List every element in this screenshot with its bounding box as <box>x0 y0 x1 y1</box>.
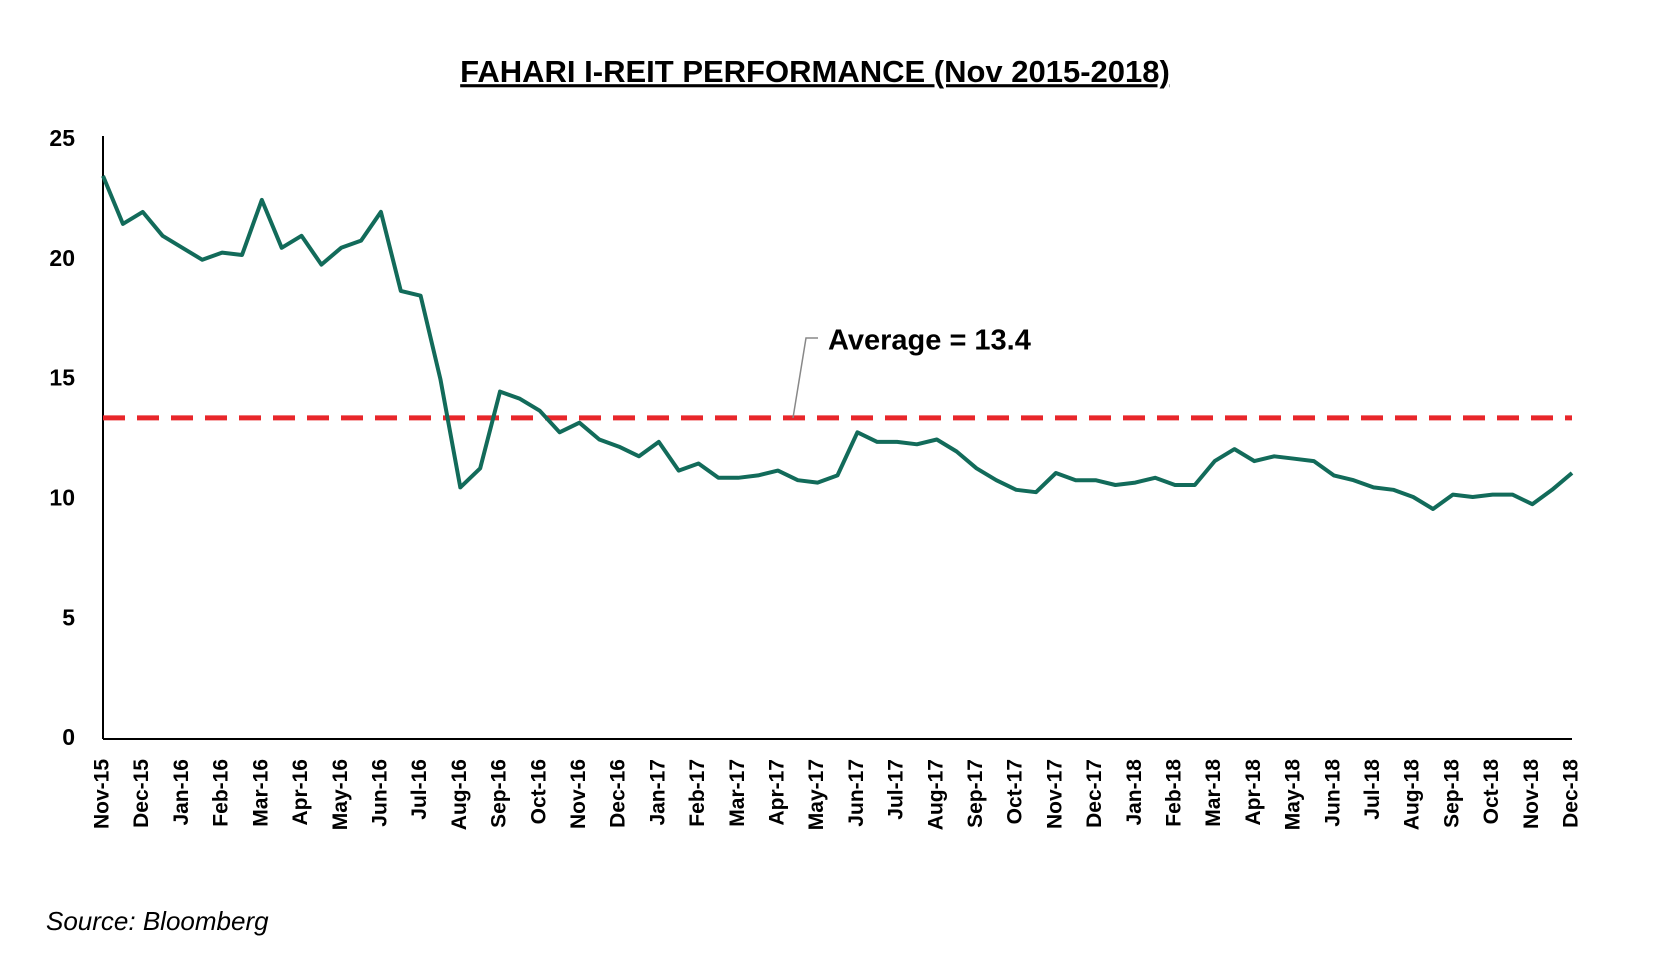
x-tick-label: Mar-17 <box>726 759 749 827</box>
annotation-leader <box>792 337 818 419</box>
y-tick-label: 15 <box>49 365 75 391</box>
x-tick-label: Apr-17 <box>765 759 788 826</box>
x-tick-label: Nov-17 <box>1043 759 1066 829</box>
x-tick-label: Feb-18 <box>1163 759 1186 827</box>
x-tick-label: Sep-17 <box>964 759 987 828</box>
x-tick-label: Nov-15 <box>91 759 114 829</box>
x-tick-label: Sep-16 <box>488 759 511 828</box>
x-tick-label: Feb-17 <box>686 759 709 827</box>
y-tick-label: 25 <box>49 125 75 151</box>
x-tick-label: Aug-16 <box>448 759 471 830</box>
x-tick-label: May-17 <box>805 759 828 830</box>
chart-title: FAHARI I-REIT PERFORMANCE (Nov 2015-2018… <box>460 54 1170 89</box>
x-tick-label: Mar-18 <box>1202 759 1225 827</box>
average-label: Average = 13.4 <box>828 325 1031 357</box>
x-tick-label: Jan-16 <box>170 759 193 826</box>
x-tick-label: Nov-18 <box>1520 759 1543 829</box>
x-tick-label: Sep-18 <box>1440 759 1463 828</box>
x-tick-label: Dec-15 <box>130 759 153 828</box>
x-tick-label: Oct-18 <box>1480 759 1503 825</box>
x-tick-label: Feb-16 <box>210 759 233 827</box>
x-tick-label: Dec-18 <box>1560 759 1583 828</box>
x-tick-label: Aug-18 <box>1401 759 1424 830</box>
y-tick-label: 20 <box>49 245 75 271</box>
x-tick-label: Jun-16 <box>368 759 391 827</box>
y-tick-label: 10 <box>49 484 75 510</box>
x-tick-label: Jun-18 <box>1321 759 1344 827</box>
x-tick-label: Dec-16 <box>607 759 630 828</box>
x-tick-label: Oct-17 <box>1004 759 1027 824</box>
x-tick-label: May-16 <box>329 759 352 830</box>
x-tick-label: Nov-16 <box>567 759 590 829</box>
price-line <box>101 175 1574 511</box>
x-tick-label: Jun-17 <box>845 759 868 827</box>
x-tick-label: Aug-17 <box>924 759 947 830</box>
y-tick-label: 5 <box>62 604 75 630</box>
x-tick-label: Jul-17 <box>885 759 908 820</box>
x-tick-label: May-18 <box>1282 759 1305 831</box>
x-tick-label: Jul-16 <box>408 759 431 820</box>
x-tick-label: Jan-18 <box>1123 759 1146 826</box>
x-tick-label: Apr-16 <box>289 759 312 826</box>
x-tick-label: Dec-17 <box>1083 759 1106 828</box>
x-tick-label: Apr-18 <box>1242 759 1265 826</box>
x-tick-label: Jan-17 <box>646 759 669 826</box>
x-tick-label: Jul-18 <box>1361 759 1384 820</box>
source-note: Source: Bloomberg <box>46 906 269 936</box>
x-tick-label: Mar-16 <box>249 759 272 827</box>
y-tick-label: 0 <box>62 724 75 750</box>
x-tick-label: Oct-16 <box>527 759 550 824</box>
